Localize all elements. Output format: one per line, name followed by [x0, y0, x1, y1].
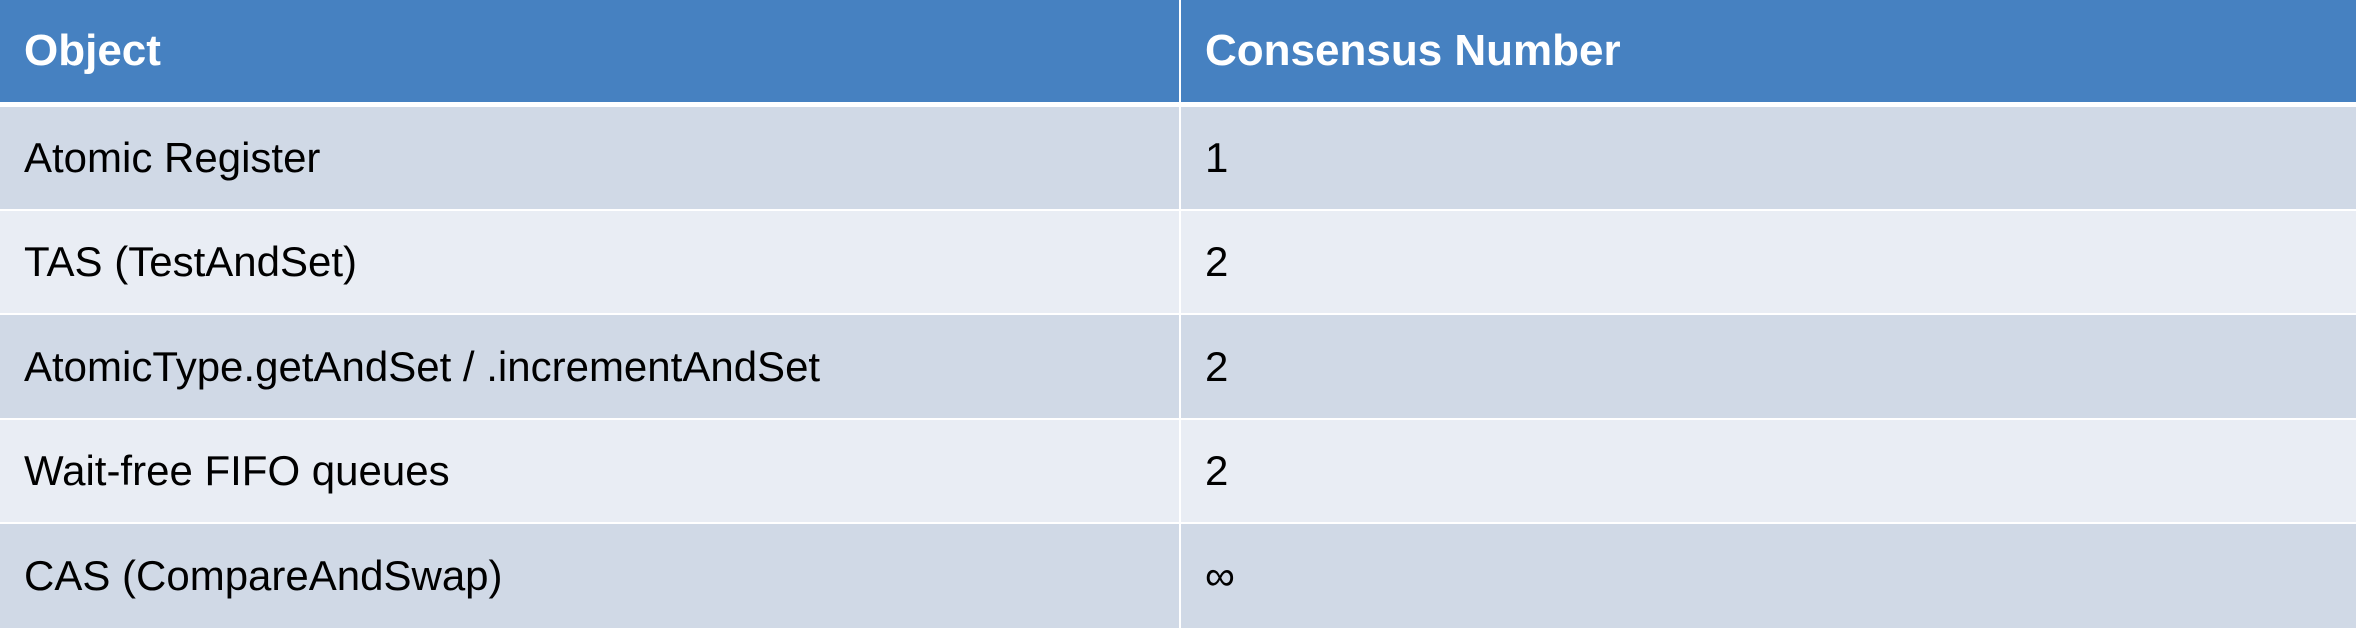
consensus-number-cell: 2	[1181, 420, 2356, 522]
table-row: TAS (TestAndSet) 2	[0, 211, 2356, 313]
table-row: Wait-free FIFO queues 2	[0, 420, 2356, 522]
header-object: Object	[0, 0, 1179, 102]
consensus-number-cell: ∞	[1181, 524, 2356, 628]
object-cell: CAS (CompareAndSwap)	[0, 524, 1179, 628]
table-row: CAS (CompareAndSwap) ∞	[0, 524, 2356, 628]
table-row: AtomicType.getAndSet / .incrementAndSet …	[0, 315, 2356, 418]
header-consensus-number: Consensus Number	[1181, 0, 2356, 102]
consensus-number-cell: 1	[1181, 107, 2356, 209]
table-row: Atomic Register 1	[0, 107, 2356, 209]
consensus-number-cell: 2	[1181, 315, 2356, 418]
object-cell: Wait-free FIFO queues	[0, 420, 1179, 522]
consensus-number-cell: 2	[1181, 211, 2356, 313]
object-cell: Atomic Register	[0, 107, 1179, 209]
object-cell: TAS (TestAndSet)	[0, 211, 1179, 313]
table-header-row: Object Consensus Number	[0, 0, 2356, 102]
object-cell: AtomicType.getAndSet / .incrementAndSet	[0, 315, 1179, 418]
